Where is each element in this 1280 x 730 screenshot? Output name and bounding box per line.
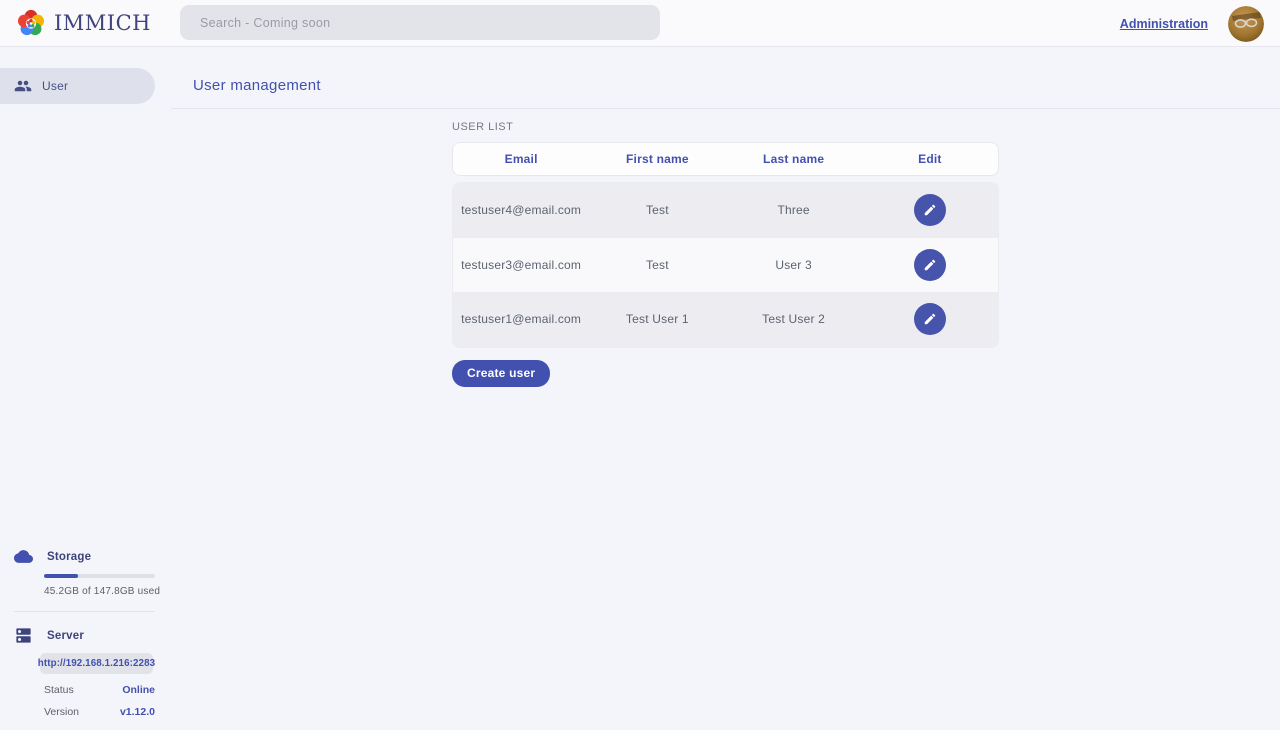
create-user-button[interactable]: Create user [452,359,551,387]
cell-first-name: Test [645,203,669,218]
cell-last-name: User 3 [775,257,812,272]
administration-link[interactable]: Administration [1119,16,1208,31]
page-title: User management [193,77,321,94]
server-status-value: Online [122,684,155,696]
server-version-value: v1.12.0 [119,706,155,718]
server-status-label: Status [44,684,74,696]
page-header: User management [171,47,1280,109]
sidebar-item-label: User [42,79,69,93]
users-group-icon [14,77,32,95]
user-table: testuser4@email.com Test Three testuser3… [452,182,999,348]
column-header-first-name: First name [626,152,689,166]
edit-user-button[interactable] [913,194,946,227]
cell-email: testuser4@email.com [461,203,582,218]
sidebar-status-panel: Storage 45.2GB of 147.8GB used Server ht… [0,547,171,718]
pencil-icon [924,259,936,270]
server-rack-icon [14,626,33,645]
brand-wordmark: IMMICH [54,11,151,35]
immich-flower-icon [16,8,46,38]
server-title: Server [47,629,85,642]
cell-email: testuser1@email.com [461,312,582,327]
avatar[interactable] [1228,5,1264,42]
cell-last-name: Three [777,203,810,218]
main-content: User management USER LIST Email First na… [171,47,1280,730]
server-url-badge: http://192.168.1.216:2283 [38,653,155,674]
table-row: testuser4@email.com Test Three [453,183,998,238]
sidebar-divider [14,611,155,612]
column-header-email: Email [504,152,538,166]
cell-first-name: Test [645,257,669,272]
user-list-heading: USER LIST [452,121,514,133]
top-nav: IMMICH Administration [0,0,1280,47]
sidebar: User Storage 45.2GB of 147.8GB used [0,47,171,730]
edit-user-button[interactable] [913,248,946,281]
sidebar-item-user[interactable]: User [0,68,155,104]
server-version-label: Version [44,706,80,718]
search-input[interactable] [180,5,660,40]
storage-progress-bar [44,574,155,578]
cell-first-name: Test User 1 [625,312,689,327]
brand[interactable]: IMMICH [0,8,164,38]
cell-last-name: Test User 2 [762,312,826,327]
table-header: Email First name Last name Edit [452,142,999,176]
cell-email: testuser3@email.com [461,257,582,272]
column-header-edit: Edit [918,152,942,166]
edit-user-button[interactable] [913,303,946,336]
storage-title: Storage [47,550,92,563]
table-row: testuser1@email.com Test User 1 Test Use… [453,292,998,347]
storage-progress-fill [44,574,78,578]
column-header-last-name: Last name [763,152,825,166]
pencil-icon [924,204,936,216]
table-row: testuser3@email.com Test User 3 [453,237,998,292]
storage-usage-text: 45.2GB of 147.8GB used [44,586,161,597]
cloud-icon [14,547,33,566]
pencil-icon [924,313,936,325]
